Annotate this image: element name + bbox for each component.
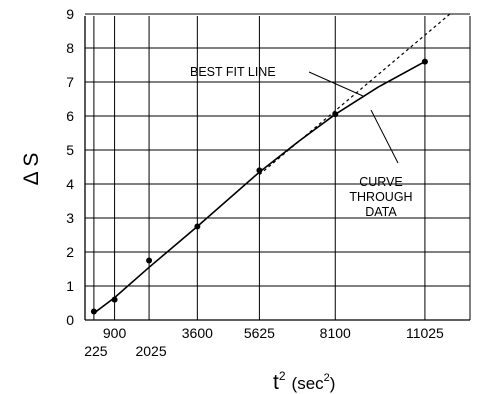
- y-tick-label: 7: [66, 74, 74, 90]
- data-point: [90, 308, 97, 315]
- y-tick-label: 0: [66, 312, 74, 328]
- x-axis-title-main: t: [273, 371, 279, 394]
- y-tick-label: 2: [66, 244, 74, 260]
- data-point: [146, 257, 153, 264]
- x-tick-label: 5625: [244, 325, 275, 341]
- x-axis-unit-superscript: 2: [324, 372, 330, 384]
- x-tick-label: 8100: [320, 325, 351, 341]
- grid: [84, 13, 471, 321]
- y-tick-label: 9: [66, 6, 74, 22]
- y-tick-label: 8: [66, 40, 74, 56]
- curve-label-line1: CURVE: [359, 175, 403, 189]
- y-tick-label: 6: [66, 108, 74, 124]
- curve-label-line3: DATA: [365, 205, 397, 219]
- tick-labels: 0 1 2 3 4 5 6 7 8 9 225 900 2025 3600 5625 8100 11025: [66, 6, 444, 359]
- x-tick-label: 2025: [135, 343, 166, 359]
- x-axis-title-superscript: 2: [279, 369, 286, 383]
- data-point: [421, 58, 428, 65]
- data-point: [332, 111, 339, 118]
- y-tick-label: 3: [66, 210, 74, 226]
- best-fit-line-label: BEST FIT LINE: [190, 65, 276, 79]
- data-point: [256, 167, 263, 174]
- curve-label-line2: THROUGH: [349, 190, 412, 204]
- data-point: [194, 223, 201, 230]
- x-axis-title: t2 (sec2): [273, 369, 335, 394]
- x-axis-unit-close: ): [330, 374, 336, 393]
- curve-callout-line: [370, 109, 399, 164]
- x-tick-label: 900: [103, 325, 127, 341]
- best-fit-callout-line: [308, 71, 364, 97]
- data-point: [111, 296, 118, 303]
- series: [90, 13, 451, 315]
- y-tick-label: 5: [66, 142, 74, 158]
- x-axis-title-unit: (sec: [292, 374, 325, 393]
- y-tick-label: 1: [66, 278, 74, 294]
- x-tick-label: 11025: [406, 325, 444, 341]
- x-tick-label: 3600: [182, 325, 213, 341]
- x-tick-label: 225: [84, 343, 108, 359]
- y-tick-label: 4: [66, 176, 74, 192]
- y-axis-title: Δ S: [20, 153, 43, 186]
